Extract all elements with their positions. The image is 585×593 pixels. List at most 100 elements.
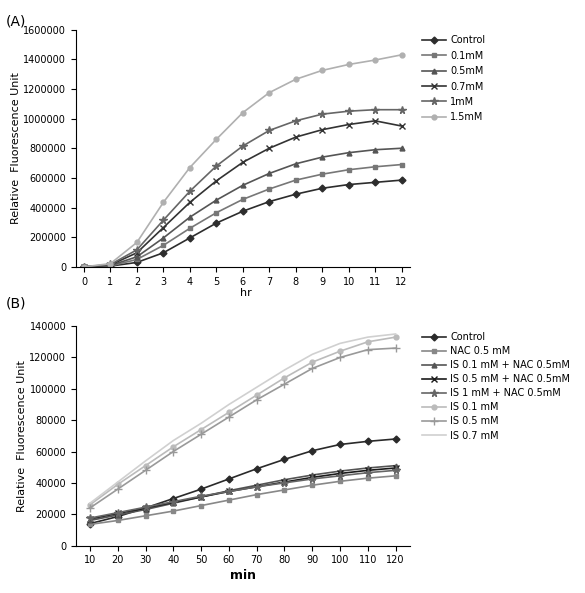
- Text: (A): (A): [6, 15, 26, 29]
- 1mM: [239, 142, 246, 149]
- 1mM: [133, 246, 140, 253]
- Control: [142, 505, 149, 512]
- IS 1 mM + NAC 0.5mM: [225, 488, 232, 495]
- Line: 0.7mM: 0.7mM: [81, 117, 405, 270]
- 0.5mM: [81, 263, 88, 270]
- Control: [133, 259, 140, 266]
- 0.7mM: [107, 262, 114, 269]
- IS 1 mM + NAC 0.5mM: [142, 503, 149, 511]
- 0.1mM: [107, 262, 114, 269]
- Control: [160, 249, 167, 256]
- Control: [198, 486, 205, 493]
- 1.5mM: [345, 61, 352, 68]
- 0.1mM: [292, 177, 299, 184]
- 0.7mM: [292, 133, 299, 141]
- Control: [187, 234, 194, 241]
- IS 0.7 mM: [225, 401, 232, 408]
- Control: [253, 465, 260, 472]
- IS 1 mM + NAC 0.5mM: [253, 483, 260, 490]
- 0.1mM: [319, 171, 326, 178]
- IS 0.1 mM + NAC 0.5mM: [281, 476, 288, 483]
- 1.5mM: [239, 109, 246, 116]
- IS 0.5 mM + NAC 0.5mM: [87, 515, 94, 522]
- IS 0.1 mM + NAC 0.5mM: [170, 500, 177, 507]
- 1.5mM: [81, 263, 88, 270]
- Control: [170, 495, 177, 502]
- 0.7mM: [319, 126, 326, 133]
- Line: 0.5mM: 0.5mM: [81, 146, 404, 269]
- X-axis label: min: min: [230, 569, 256, 582]
- NAC 0.5 mM: [142, 512, 149, 519]
- IS 1 mM + NAC 0.5mM: [336, 472, 343, 479]
- Text: (B): (B): [6, 296, 26, 311]
- 0.5mM: [107, 262, 114, 269]
- Control: [319, 185, 326, 192]
- 1mM: [371, 106, 378, 113]
- Control: [225, 476, 232, 483]
- Line: 1mM: 1mM: [80, 106, 405, 270]
- IS 0.5 mM: [281, 381, 288, 388]
- IS 0.1 mM: [142, 462, 149, 469]
- 0.1mM: [81, 263, 88, 270]
- NAC 0.5 mM: [309, 482, 316, 489]
- 1.5mM: [319, 67, 326, 74]
- 1mM: [81, 263, 88, 270]
- IS 1 mM + NAC 0.5mM: [364, 469, 371, 476]
- IS 0.1 mM + NAC 0.5mM: [392, 462, 399, 469]
- Control: [266, 198, 273, 205]
- IS 0.1 mM + NAC 0.5mM: [309, 471, 316, 479]
- IS 0.7 mM: [392, 330, 399, 337]
- NAC 0.5 mM: [198, 502, 205, 509]
- 0.7mM: [239, 159, 246, 166]
- IS 0.1 mM: [170, 444, 177, 451]
- 0.1mM: [187, 225, 194, 232]
- IS 1 mM + NAC 0.5mM: [114, 509, 121, 516]
- 1mM: [345, 108, 352, 115]
- IS 0.1 mM: [198, 426, 205, 433]
- Line: NAC 0.5 mM: NAC 0.5 mM: [88, 473, 398, 527]
- IS 1 mM + NAC 0.5mM: [309, 476, 316, 483]
- 0.1mM: [213, 209, 220, 216]
- IS 0.1 mM + NAC 0.5mM: [225, 487, 232, 495]
- 0.1mM: [133, 256, 140, 263]
- IS 0.7 mM: [309, 351, 316, 358]
- IS 0.1 mM + NAC 0.5mM: [364, 464, 371, 471]
- Line: IS 0.1 mM: IS 0.1 mM: [88, 334, 398, 507]
- IS 1 mM + NAC 0.5mM: [198, 493, 205, 500]
- 1.5mM: [292, 76, 299, 83]
- 0.7mM: [133, 249, 140, 256]
- IS 0.5 mM: [225, 413, 232, 420]
- 0.5mM: [319, 154, 326, 161]
- IS 0.7 mM: [281, 366, 288, 374]
- Line: IS 1 mM + NAC 0.5mM: IS 1 mM + NAC 0.5mM: [86, 467, 400, 522]
- NAC 0.5 mM: [364, 474, 371, 482]
- IS 0.5 mM + NAC 0.5mM: [336, 470, 343, 477]
- Control: [292, 191, 299, 198]
- 0.5mM: [239, 181, 246, 189]
- 0.5mM: [398, 145, 405, 152]
- IS 0.1 mM: [253, 391, 260, 398]
- IS 0.5 mM + NAC 0.5mM: [281, 479, 288, 486]
- 1mM: [398, 106, 405, 113]
- IS 1 mM + NAC 0.5mM: [170, 498, 177, 505]
- IS 0.1 mM + NAC 0.5mM: [87, 517, 94, 524]
- IS 1 mM + NAC 0.5mM: [87, 515, 94, 522]
- IS 0.5 mM: [198, 431, 205, 438]
- 0.5mM: [345, 149, 352, 157]
- IS 0.5 mM + NAC 0.5mM: [198, 493, 205, 500]
- IS 0.5 mM + NAC 0.5mM: [170, 499, 177, 506]
- IS 0.1 mM: [114, 481, 121, 488]
- 0.1mM: [160, 242, 167, 249]
- NAC 0.5 mM: [253, 491, 260, 498]
- Control: [81, 263, 88, 270]
- IS 0.1 mM: [309, 359, 316, 366]
- Control: [239, 208, 246, 215]
- Control: [345, 181, 352, 188]
- 0.7mM: [160, 224, 167, 231]
- IS 0.5 mM: [309, 365, 316, 372]
- 0.7mM: [266, 145, 273, 152]
- 0.1mM: [398, 161, 405, 168]
- Line: IS 0.5 mM + NAC 0.5mM: IS 0.5 mM + NAC 0.5mM: [87, 465, 399, 522]
- 1mM: [319, 110, 326, 117]
- 1.5mM: [371, 56, 378, 63]
